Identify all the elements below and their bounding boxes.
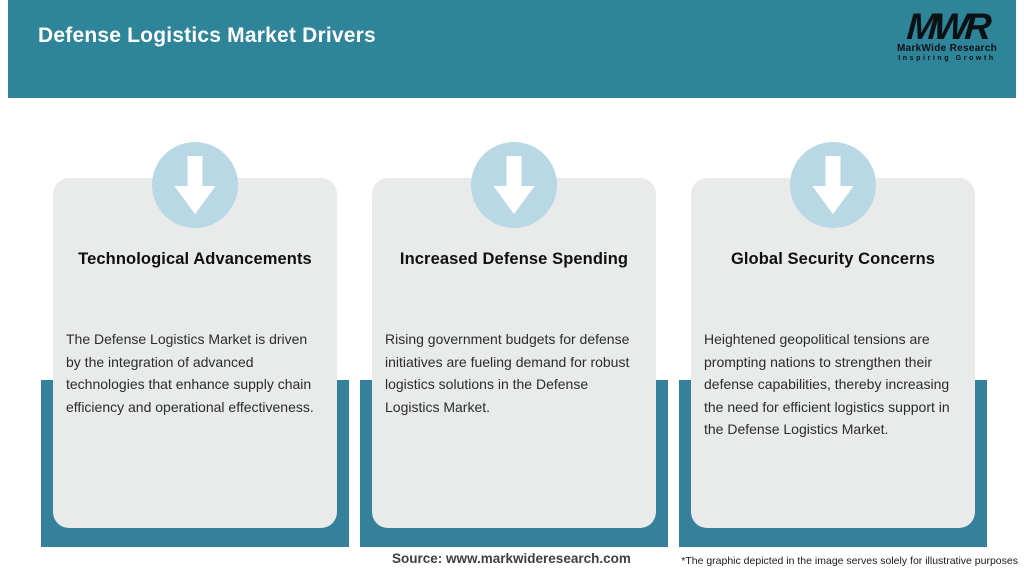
card-body-text: The Defense Logistics Market is driven b… (66, 331, 314, 415)
disclaimer-text: *The graphic depicted in the image serve… (681, 555, 1018, 567)
arrow-down-icon (152, 142, 238, 228)
card-body-text: Rising government budgets for defense in… (385, 331, 630, 415)
card-title: Technological Advancements (78, 250, 312, 268)
arrow-down-icon (790, 142, 876, 228)
card-title: Increased Defense Spending (399, 250, 629, 268)
card-title: Global Security Concerns (730, 250, 936, 268)
arrow-down-icon (471, 142, 557, 228)
logo-acronym: MWR (905, 6, 989, 47)
card-global-security-concerns: Global Security Concerns Heightened geop… (691, 178, 975, 528)
card-technological-advancements: Technological Advancements The Defense L… (53, 178, 337, 528)
logo-name: MarkWide Research (896, 43, 998, 54)
page-title: Defense Logistics Market Drivers (38, 24, 376, 47)
markwide-research-logo: MWR MarkWide Research Inspiring Growth (892, 6, 1002, 62)
source-text: Source: www.markwideresearch.com (392, 551, 631, 566)
logo-tagline: Inspiring Growth (898, 55, 996, 62)
card-body-text: Heightened geopolitical tensions are pro… (704, 331, 950, 437)
card-increased-defense-spending: Increased Defense Spending Rising govern… (372, 178, 656, 528)
header-bar: Defense Logistics Market Drivers MWR Mar… (8, 0, 1016, 98)
